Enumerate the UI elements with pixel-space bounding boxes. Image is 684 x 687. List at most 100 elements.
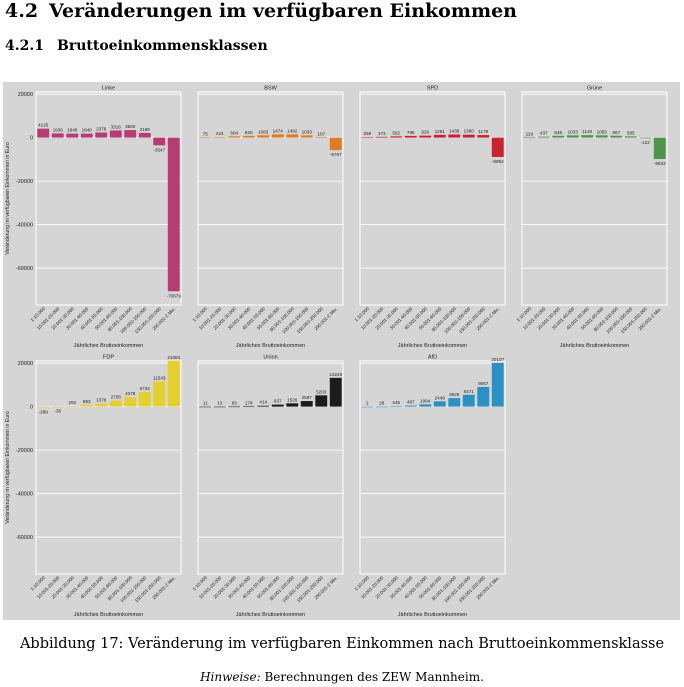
figure: Linke 20000 0 -20000 -40000 -60000 Veränderung… <box>3 82 680 620</box>
bar <box>37 406 50 408</box>
bar <box>153 381 166 407</box>
data-label: 2378 <box>96 126 107 131</box>
x-axis-label: Jährliches Bruttoeinkommen <box>560 343 629 349</box>
data-label: 846 <box>554 130 562 135</box>
data-label: 28 <box>379 401 385 406</box>
y-axis-label: Veränderung im verfügbaren Einkommen in … <box>5 142 11 255</box>
panel-frame <box>359 91 506 306</box>
bar <box>537 136 550 138</box>
y-tick-label: 0 <box>30 136 33 142</box>
bar <box>271 134 284 138</box>
bar <box>167 137 180 292</box>
bar <box>109 130 122 138</box>
data-label: 1083 <box>258 129 269 134</box>
bar <box>124 397 137 407</box>
bar <box>361 406 374 408</box>
data-label: 245 <box>392 400 400 405</box>
bar <box>462 134 475 138</box>
panel-title: BSW <box>264 86 277 92</box>
x-axis-label: Jährliches Bruttoeinkommen <box>398 612 467 618</box>
data-label: 3926 <box>449 392 460 397</box>
data-label: 13 <box>217 401 223 406</box>
bar <box>286 134 299 138</box>
subsection-heading: 4.2.1 Bruttoeinkommensklassen <box>5 38 268 54</box>
data-label: 5203 <box>316 389 327 394</box>
data-label: 11543 <box>153 376 166 381</box>
data-label: 863 <box>83 399 91 404</box>
bar <box>375 406 388 408</box>
section-heading: 4.2 Veränderungen im verfügbaren Einkomme… <box>5 0 517 22</box>
bar <box>419 404 432 407</box>
bar <box>138 392 151 407</box>
data-label: 867 <box>612 130 620 135</box>
bar <box>419 135 432 138</box>
section-number: 4.2 <box>5 0 39 22</box>
bar <box>300 401 313 407</box>
x-axis-label: Jährliches Bruttoeinkommen <box>236 612 305 618</box>
data-label: 13248 <box>329 372 342 377</box>
data-label: 292 <box>68 400 76 405</box>
bar <box>462 394 475 407</box>
panel-title: AfD <box>428 355 437 361</box>
data-label: 2 <box>366 401 369 406</box>
bar <box>552 135 565 138</box>
panel-title: Grüne <box>587 86 602 92</box>
faceted-bar-chart: Linke 20000 0 -20000 -40000 -60000 Veränderung… <box>5 86 668 618</box>
data-label: 373 <box>378 131 386 136</box>
y-tick-label: -20000 <box>16 179 33 185</box>
note-text: Berechnungen des ZEW Mannheim. <box>264 670 484 684</box>
bar <box>228 136 241 138</box>
data-label: 937 <box>274 399 282 404</box>
section-title: Veränderungen im verfügbaren Einkommen <box>49 0 517 22</box>
bar <box>242 135 255 138</box>
bar <box>639 137 652 139</box>
data-label: -5767 <box>330 152 342 157</box>
data-label: 604 <box>230 130 238 135</box>
bar <box>390 406 403 407</box>
subsection-title: Bruttoeinkommensklassen <box>57 38 268 54</box>
data-label: -70679 <box>167 293 182 298</box>
bar <box>404 405 417 407</box>
panel-title: SPD <box>427 86 438 92</box>
y-tick-label: 20000 <box>18 92 33 98</box>
bar <box>95 132 108 138</box>
bar <box>167 360 180 407</box>
data-label: -36 <box>54 409 61 414</box>
data-label: -3547 <box>153 147 165 152</box>
data-label: 2189 <box>140 127 151 132</box>
data-label: 4125 <box>38 123 49 128</box>
bar <box>315 137 328 139</box>
data-label: 1064 <box>420 398 431 403</box>
data-label: 224 <box>216 131 224 136</box>
data-label: 795 <box>407 130 415 135</box>
bar <box>109 400 122 407</box>
bar <box>595 135 608 138</box>
x-axis-label: Jährliches Bruttoeinkommen <box>74 343 143 349</box>
bar <box>124 130 137 138</box>
bar <box>329 377 342 407</box>
y-axis-label: Veränderung im verfügbaren Einkommen in … <box>5 411 11 524</box>
bar <box>228 406 241 408</box>
data-label: 1840 <box>82 128 93 133</box>
panel-title: FDP <box>103 355 114 361</box>
x-axis-label: Jährliches Bruttoeinkommen <box>236 343 305 349</box>
data-label: 4378 <box>125 391 136 396</box>
data-label: 1281 <box>435 129 446 134</box>
panel-frame <box>197 91 344 306</box>
data-label: 1055 <box>597 129 608 134</box>
data-label: 1140 <box>582 129 592 134</box>
data-label: 1848 <box>67 128 78 133</box>
data-label: 414 <box>259 400 267 405</box>
data-label: 437 <box>540 131 548 136</box>
bar <box>66 406 79 407</box>
bar <box>315 395 328 407</box>
panel-frame <box>35 91 182 306</box>
figure-note: Hinweise: Berechnungen des ZEW Mannheim. <box>0 670 684 684</box>
y-tick-label: -60000 <box>16 266 33 272</box>
bar <box>653 137 666 160</box>
bar <box>213 137 226 138</box>
bar <box>448 398 461 407</box>
bar <box>361 137 374 138</box>
data-label: 21083 <box>167 355 180 360</box>
data-label: 1492 <box>287 128 298 133</box>
